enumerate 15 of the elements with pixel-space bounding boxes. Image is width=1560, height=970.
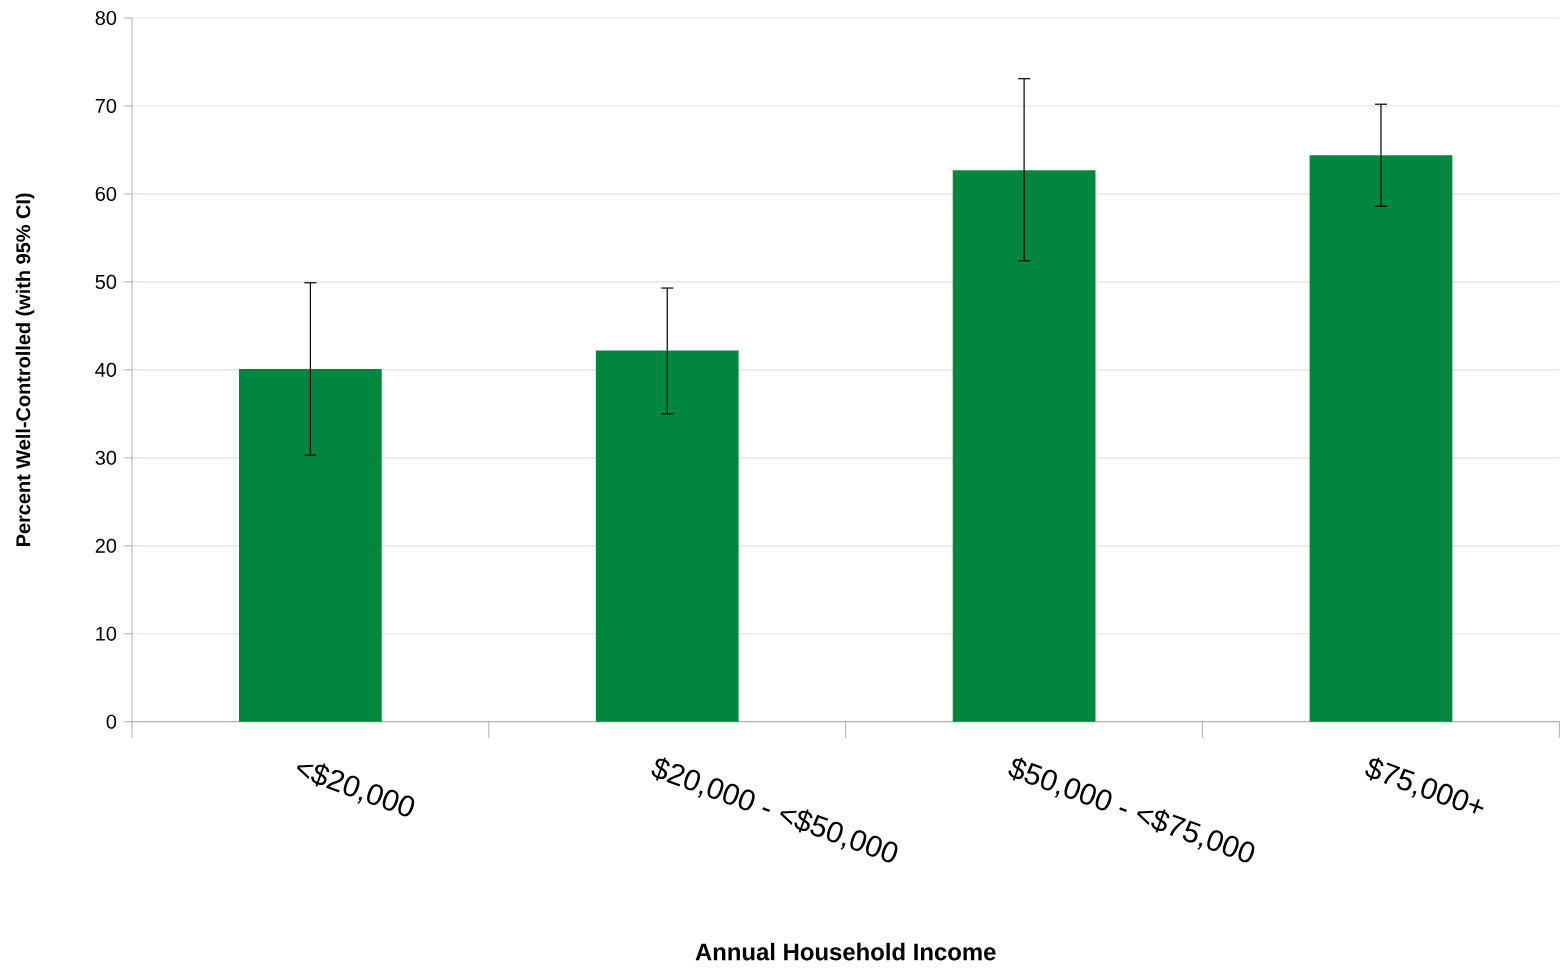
bar <box>952 170 1096 722</box>
y-tick-label: 50 <box>95 275 117 290</box>
y-tick-label: 0 <box>106 714 117 729</box>
bar <box>595 350 739 722</box>
y-tick-label: 10 <box>96 626 117 641</box>
bar <box>239 369 382 722</box>
bar <box>1309 155 1453 722</box>
y-tick-label: 20 <box>95 538 117 554</box>
y-tick-label: 30 <box>95 450 117 466</box>
y-tick-label: 40 <box>95 363 117 378</box>
y-tick-label: 60 <box>95 187 117 202</box>
y-tick-label: 80 <box>95 11 117 26</box>
y-tick-label: 70 <box>95 99 117 114</box>
x-axis-title: Annual Household Income <box>695 943 996 961</box>
y-axis-title: Percent Well-Controlled (with 95% CI) <box>15 193 35 547</box>
